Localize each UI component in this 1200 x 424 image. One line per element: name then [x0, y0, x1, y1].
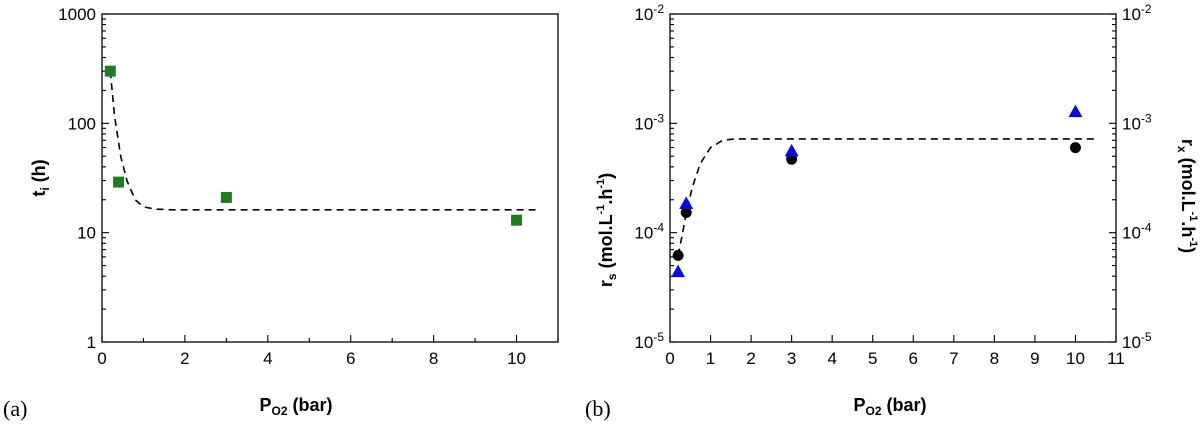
y-tick-label: 1 — [87, 333, 96, 352]
data-point-square — [220, 191, 232, 203]
x-tick-label: 1 — [706, 349, 715, 368]
x-tick-label: 4 — [827, 349, 836, 368]
panel-b-label: (b) — [585, 396, 611, 421]
x-tick-label: 10 — [507, 349, 526, 368]
x-tick-label: 0 — [97, 349, 106, 368]
data-point-circle — [680, 206, 692, 218]
x-tick-label: 8 — [429, 349, 438, 368]
x-tick-label: 9 — [1030, 349, 1039, 368]
x-tick-label: 11 — [1107, 349, 1125, 368]
data-point-circle — [786, 153, 798, 165]
panel-a-label: (a) — [3, 396, 27, 421]
fit-curve — [677, 138, 1096, 256]
data-point-triangle — [679, 196, 694, 209]
left-y-tick-label: 10-2 — [634, 2, 664, 24]
data-point-triangle — [784, 143, 799, 157]
panel-b-x-axis-label: PO2 (bar) — [853, 395, 926, 418]
x-tick-label: 4 — [263, 349, 272, 368]
panel-b-left-y-axis-label: rs (mol.L-1.h-1) — [595, 173, 619, 287]
data-point-circle — [1069, 142, 1081, 154]
panel-a: 0 2 4 6 8 10 1 10 100 1000 (a) PO2 (bar) ti (h) — [3, 5, 559, 421]
panel-a-frame — [101, 13, 559, 343]
x-tick-label: 0 — [665, 349, 674, 368]
data-point-triangle — [1068, 104, 1083, 118]
panel-b-frame — [669, 13, 1117, 343]
fit-curve — [109, 71, 538, 211]
x-tick-label: 2 — [180, 349, 189, 368]
panel-a-y-axis-label: ti (h) — [29, 159, 52, 196]
data-point-square — [113, 176, 125, 188]
y-tick-label: 1000 — [58, 5, 96, 24]
data-point-square — [104, 65, 116, 77]
x-tick-label: 5 — [868, 349, 877, 368]
right-y-tick-label: 10-3 — [1122, 111, 1152, 133]
right-y-tick-label: 10-2 — [1122, 2, 1152, 24]
panel-a-x-axis-label: PO2 (bar) — [259, 395, 332, 418]
x-tick-label: 7 — [949, 349, 958, 368]
x-tick-label: 2 — [746, 349, 755, 368]
left-y-tick-label: 10-4 — [634, 221, 664, 243]
data-point-circle — [672, 249, 684, 261]
x-tick-label: 6 — [346, 349, 355, 368]
left-y-tick-label: 10-3 — [634, 111, 664, 133]
right-y-tick-label: 10-5 — [1122, 330, 1152, 352]
panel-b: 0 1 2 3 4 5 6 7 8 9 10 11 10-5 10-5 10-4 10-4 10-3 10-3 1… — [585, 2, 1199, 421]
x-tick-label: 3 — [787, 349, 796, 368]
data-point-triangle — [671, 264, 686, 278]
panel-b-right-y-axis-label: rx (mol.L-1.h-1) — [1175, 139, 1199, 253]
x-tick-label: 8 — [990, 349, 999, 368]
y-tick-label: 10 — [77, 224, 96, 243]
x-tick-label: 10 — [1066, 349, 1085, 368]
y-tick-label: 100 — [68, 114, 96, 133]
left-y-tick-label: 10-5 — [634, 330, 664, 352]
x-tick-label: 6 — [909, 349, 918, 368]
right-y-tick-label: 10-4 — [1122, 221, 1152, 243]
data-point-square — [511, 214, 523, 226]
